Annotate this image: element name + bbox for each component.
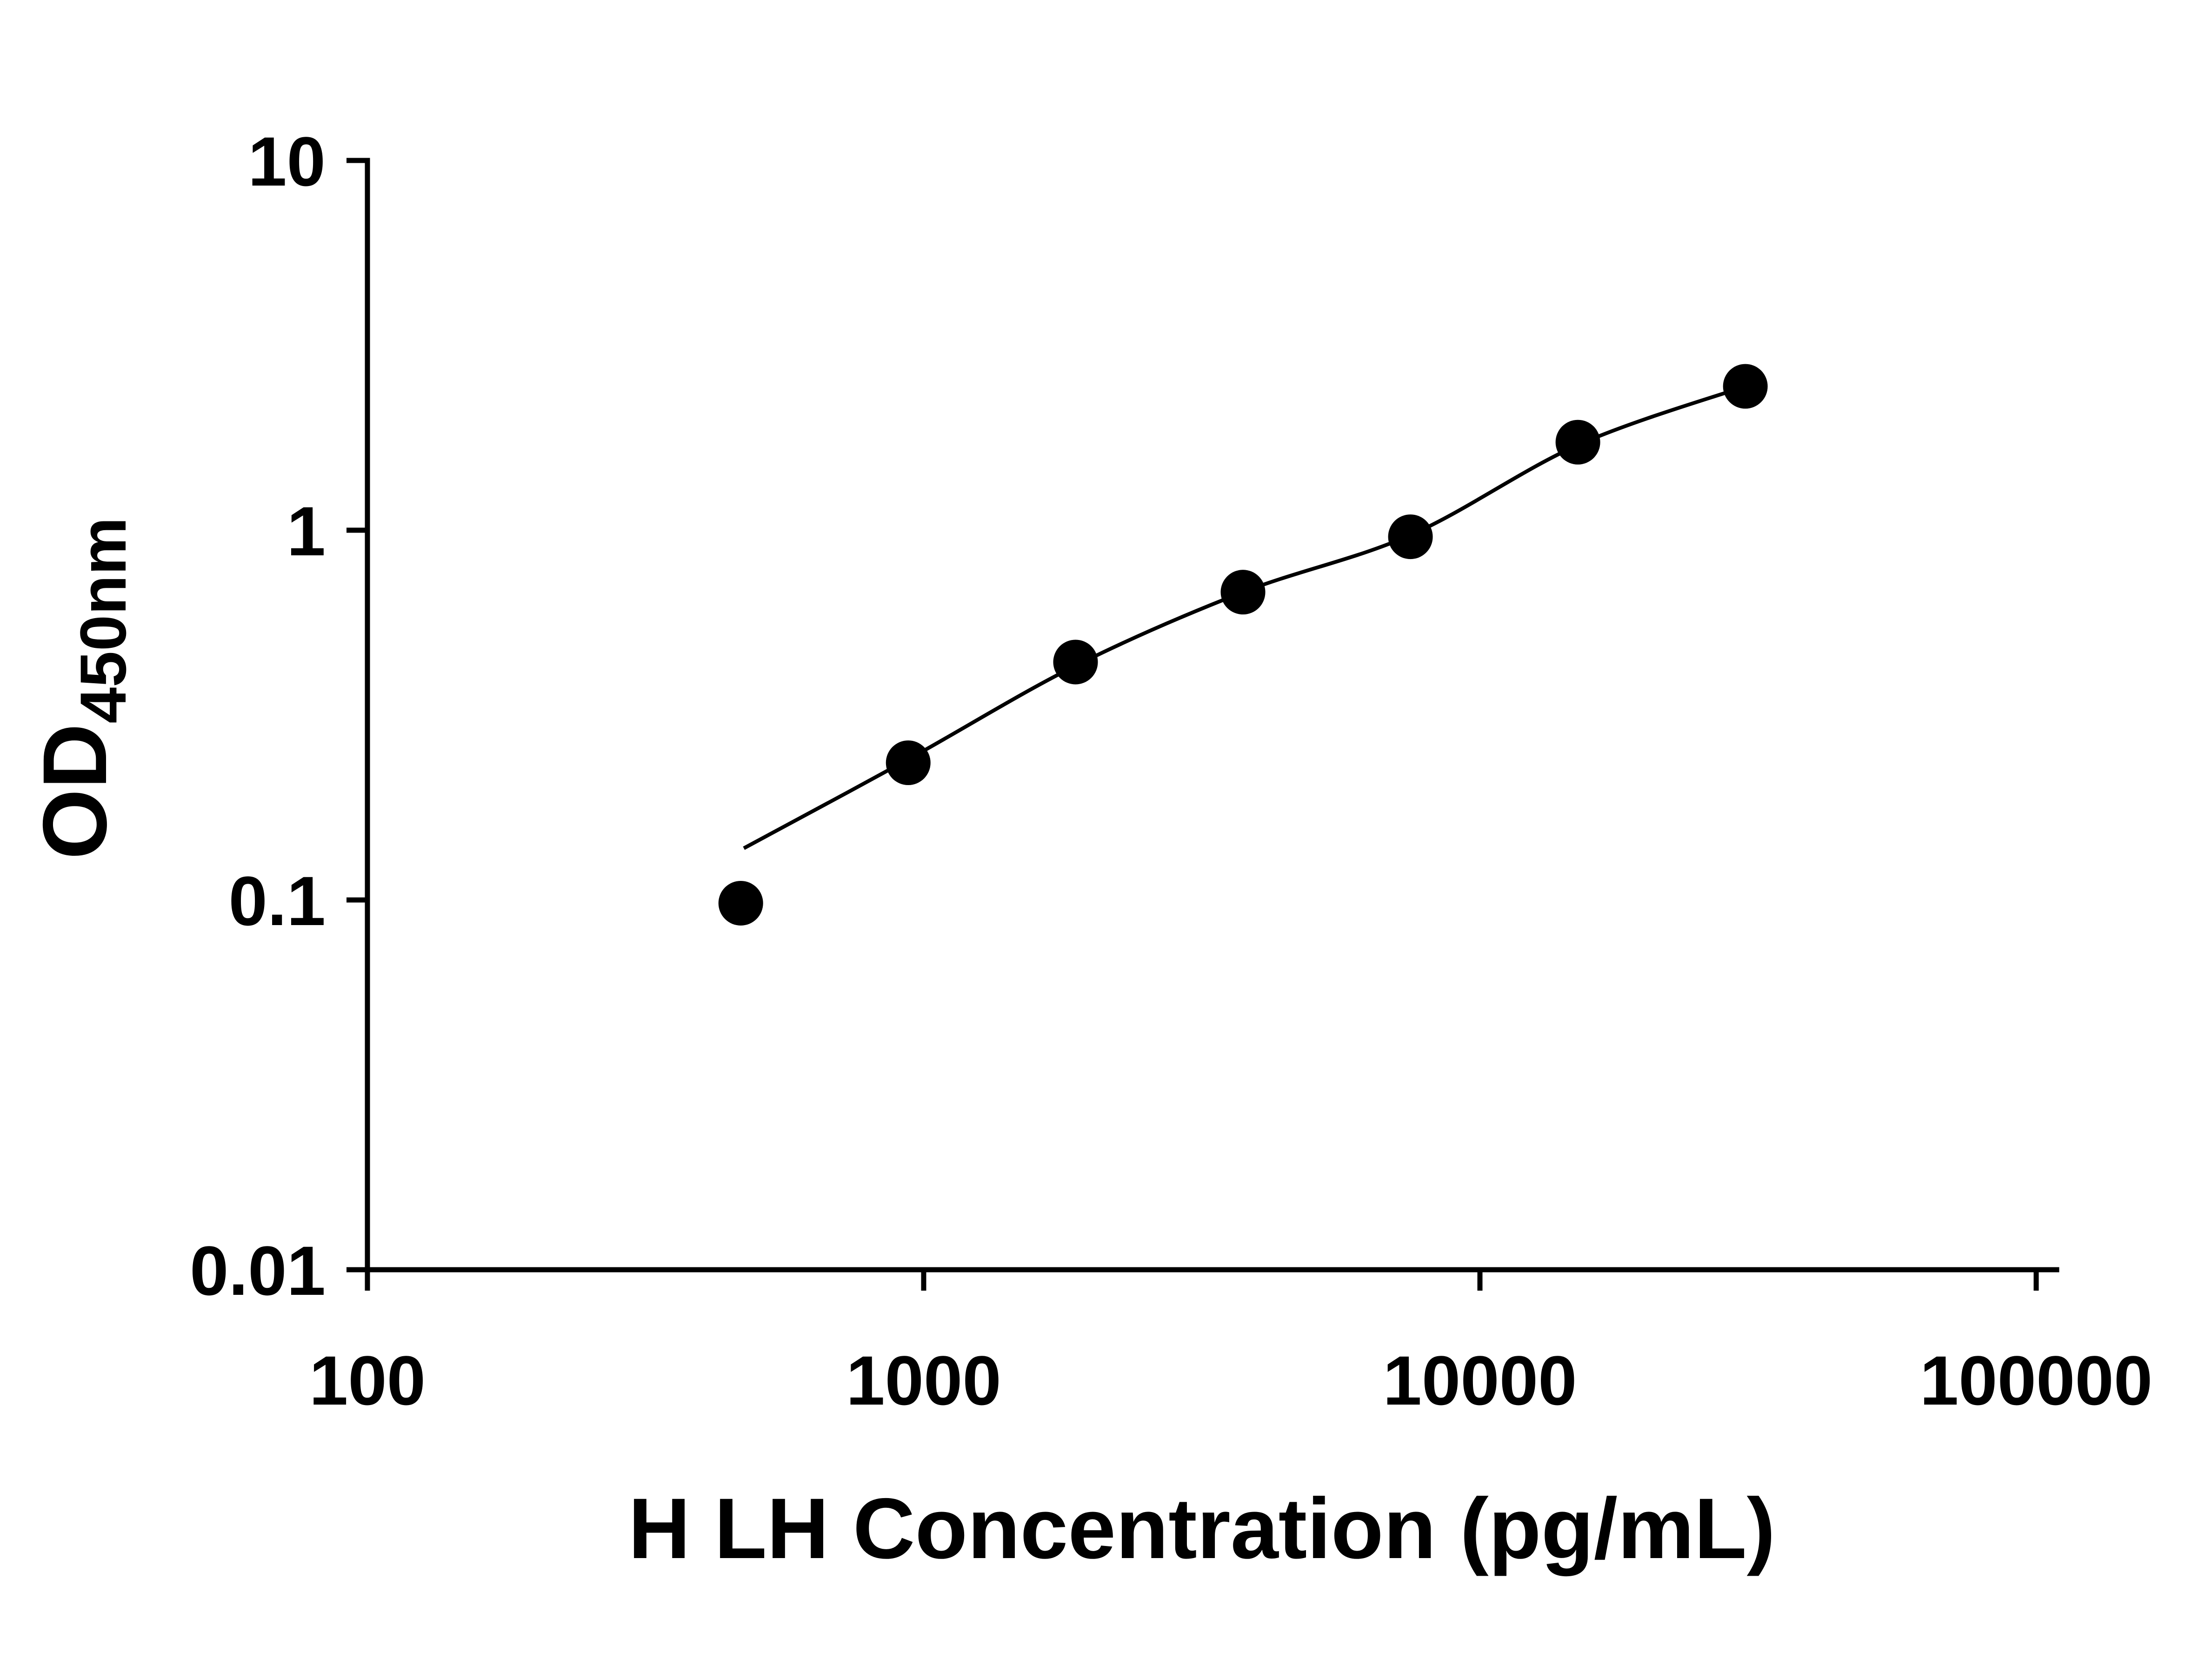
data-point — [1053, 640, 1098, 685]
data-point — [1555, 420, 1600, 465]
x-tick-label: 10000 — [1383, 1341, 1577, 1419]
y-tick-label: 1 — [287, 492, 326, 570]
x-axis-title: H LH Concentration (pg/mL) — [628, 1481, 1775, 1577]
y-tick-label: 10 — [248, 122, 326, 200]
data-point — [1388, 514, 1433, 560]
y-tick-label: 0.1 — [228, 862, 326, 940]
y-tick-label: 0.01 — [190, 1232, 326, 1310]
x-tick-label: 100 — [309, 1341, 426, 1419]
y-axis-title: OD450nm — [24, 517, 140, 859]
data-point — [718, 880, 763, 926]
data-point — [886, 740, 931, 786]
x-tick-label: 100000 — [1920, 1341, 2153, 1419]
data-point — [1220, 570, 1266, 615]
x-tick-label: 1000 — [846, 1341, 1001, 1419]
data-point — [1723, 364, 1768, 409]
